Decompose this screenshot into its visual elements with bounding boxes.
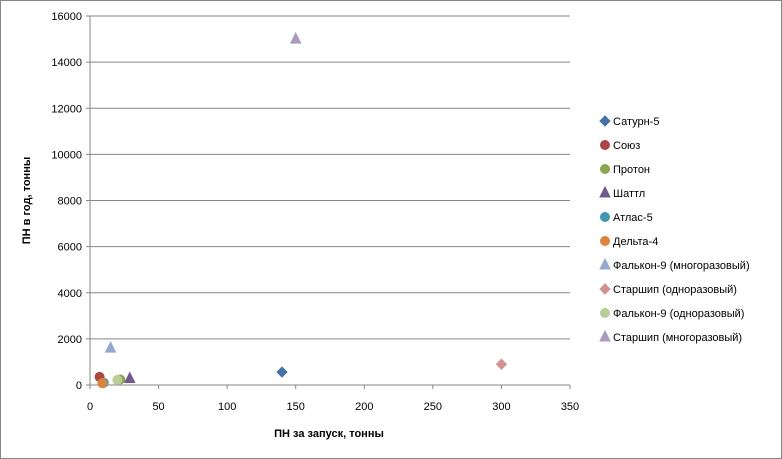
y-tick-label: 14000	[51, 57, 82, 69]
y-axis-title: ПН в год, тонны	[21, 157, 33, 244]
y-tick-label: 4000	[58, 288, 82, 300]
data-point	[495, 358, 508, 370]
legend-entry: Сатурн-5	[613, 116, 659, 128]
x-tick-label: 150	[287, 401, 305, 413]
legend-entry: Шаттл	[613, 188, 645, 200]
y-tick-label: 2000	[58, 334, 82, 346]
y-tick-label: 8000	[58, 196, 82, 208]
data-point	[276, 366, 288, 378]
legend-marker	[599, 257, 611, 270]
y-tick-label: 6000	[58, 242, 82, 254]
x-tick-label: 350	[561, 401, 579, 413]
x-tick-label: 0	[87, 401, 93, 413]
legend-marker	[599, 283, 611, 295]
legend-marker	[600, 140, 610, 150]
legend-entry: Протон	[613, 164, 650, 176]
data-point	[112, 374, 123, 385]
y-tick-label: 0	[76, 380, 82, 392]
legend-marker	[600, 236, 610, 246]
x-tick-label: 300	[492, 401, 510, 413]
y-tick-label: 12000	[51, 103, 82, 115]
legend-entry: Дельта-4	[613, 236, 658, 248]
legend-marker	[600, 212, 610, 222]
legend-marker	[599, 185, 611, 198]
legend-entry: Старшип (одноразовый)	[613, 284, 737, 296]
legend-marker	[599, 115, 611, 127]
data-point	[97, 378, 108, 389]
legend-entry: Союз	[613, 140, 640, 152]
legend-marker	[600, 308, 610, 318]
legend-entry: Старшип (многоразовый)	[613, 332, 742, 344]
legend: Сатурн-5 Союз Протон Шаттл Атлас-5 Дельта-4 Фа…	[599, 115, 750, 344]
x-tick-label: 250	[424, 401, 442, 413]
x-tick-label: 50	[152, 401, 164, 413]
legend-marker	[600, 164, 610, 174]
legend-marker	[599, 329, 611, 342]
legend-entry: Атлас-5	[613, 212, 653, 224]
data-point	[289, 31, 302, 44]
plot-area: 0 2000 4000 6000 8000 10000 12000 14000 16000 0 50…	[51, 11, 579, 413]
x-tick-label: 100	[218, 401, 236, 413]
legend-entry: Фалькон-9 (одноразовый)	[613, 308, 744, 320]
data-point	[123, 371, 136, 384]
legend-entry: Фалькон-9 (многоразовый)	[613, 260, 750, 272]
y-tick-label: 16000	[51, 11, 82, 23]
data-point	[104, 340, 117, 353]
x-tick-label: 200	[355, 401, 373, 413]
y-tick-label: 10000	[51, 149, 82, 161]
x-axis-title: ПН за запуск, тонны	[274, 428, 384, 440]
